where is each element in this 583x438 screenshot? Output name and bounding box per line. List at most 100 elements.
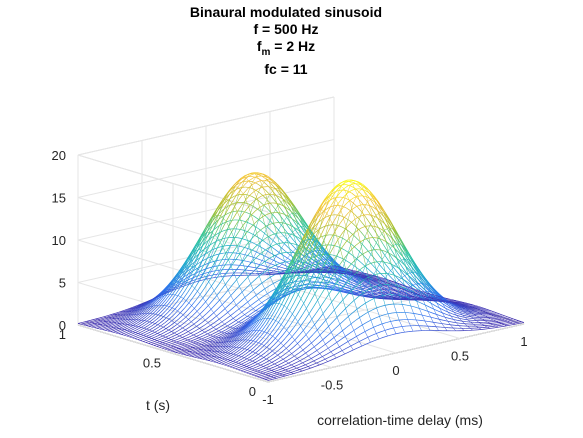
mesh-line [282,329,287,336]
mesh-line [231,269,238,276]
mesh-line [398,276,403,280]
mesh-line [226,266,232,273]
mesh-line [321,319,327,326]
mesh-line [239,247,245,255]
mesh-line [236,351,241,356]
mesh-line [171,282,177,290]
mesh-line [324,207,330,211]
mesh-line [77,322,83,324]
mesh-line [233,343,239,348]
mesh-line [95,324,101,327]
mesh-line [175,350,181,353]
mesh-line [215,272,221,280]
mesh-line [345,264,351,271]
mesh-line [345,308,352,324]
mesh-line [272,311,278,320]
mesh-line [131,319,137,323]
mesh-line [426,287,432,293]
mesh-line [308,306,314,314]
mesh-line [251,316,258,322]
mesh-line [370,281,376,284]
mesh-line [295,289,300,293]
mesh-line [430,302,436,306]
mesh-line [364,223,371,238]
mesh-line [461,320,467,323]
mesh-line [446,306,452,310]
mesh-line [150,299,157,303]
mesh-line [197,338,202,341]
mesh-line [286,364,292,368]
mesh-line [222,229,228,247]
mesh-line [143,327,150,331]
mesh-line [322,254,329,271]
mesh-line [365,341,371,345]
mesh-line [246,330,252,336]
mesh-line [169,306,176,310]
mesh-line [237,291,243,297]
mesh-line [251,330,257,336]
mesh-line [370,317,376,321]
mesh-line [315,353,320,357]
mesh-line [170,308,176,314]
mesh-line [106,326,112,329]
mesh-line [258,219,264,224]
mesh-line [245,194,251,200]
mesh-line [278,196,283,200]
mesh-line [268,373,273,376]
mesh-line [233,231,239,240]
mesh-line [252,360,259,365]
mesh-line [130,322,135,326]
mesh-line [335,198,342,211]
mesh-line [214,318,220,323]
mesh-line [230,312,235,316]
mesh-line [253,324,259,331]
mesh-line [252,358,257,362]
mesh-line [121,326,127,330]
mesh-line [156,291,163,297]
mesh-line [181,353,187,356]
mesh-line [137,339,144,342]
mesh-line [406,304,411,307]
mesh-line [262,195,268,200]
mesh-line [269,188,276,195]
mesh-line [294,285,301,292]
mesh-line [373,247,379,255]
mesh-line [126,314,132,318]
mesh-line [336,184,342,198]
mesh-line [288,369,293,372]
mesh-line [234,355,240,359]
mesh-line [369,205,374,208]
mesh-line [280,357,286,362]
mesh-line [232,346,237,351]
mesh-line [139,310,144,315]
mesh-line [346,222,351,229]
mesh-line [253,286,258,291]
mesh-line [289,214,294,222]
mesh-line [222,333,228,336]
mesh-line [378,212,384,221]
mesh-line [405,297,410,299]
mesh-line [248,266,253,268]
mesh-line [404,275,410,281]
mesh-line [386,262,392,265]
mesh-line [189,308,195,314]
mesh-line [253,363,259,367]
mesh-line [379,314,384,317]
mesh-line [364,236,370,243]
mesh-line [186,349,192,352]
mesh-line [222,337,227,341]
mesh-line [192,347,199,350]
mesh-line [362,196,368,203]
mesh-line [290,275,295,277]
mesh-line [340,279,345,282]
mesh-line [226,220,231,223]
mesh-line [287,242,293,244]
mesh-line [146,306,151,311]
mesh-line [324,293,330,301]
mesh-line [300,319,306,327]
mesh-line [342,179,348,183]
mesh-line [159,345,164,348]
mesh-line [297,237,303,241]
mesh-line [220,233,225,243]
mesh-line [323,347,329,352]
